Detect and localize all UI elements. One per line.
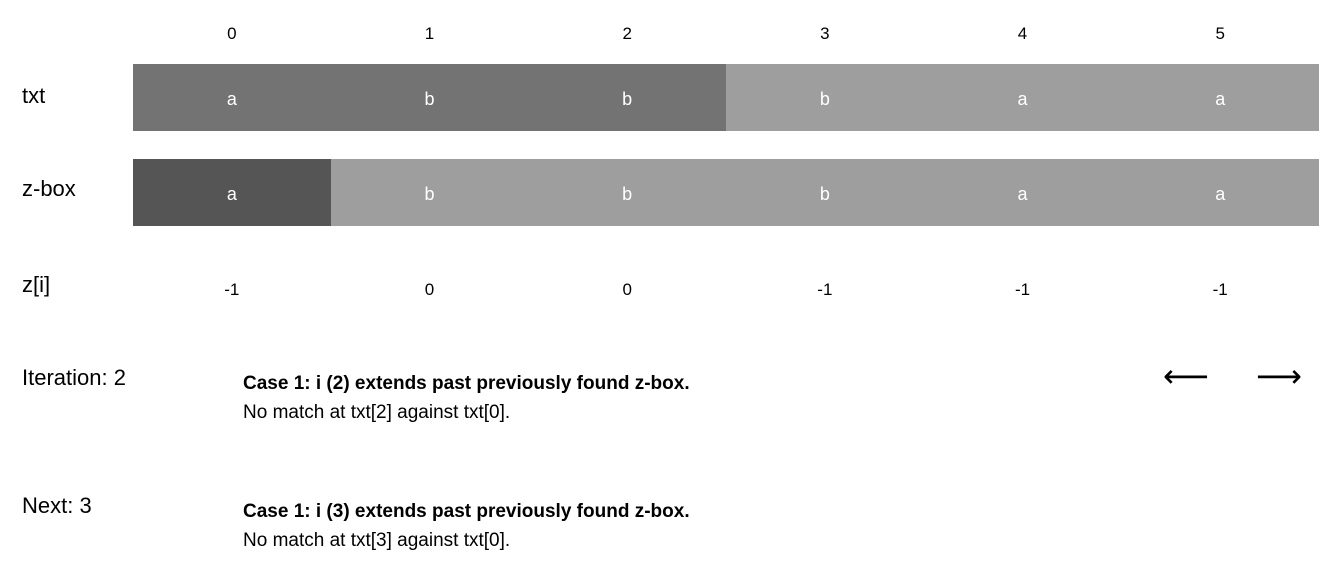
zbox-cell-0: a <box>133 159 331 226</box>
z-value-4: -1 <box>1014 280 1031 299</box>
zbox-cell-5: a <box>1121 159 1320 226</box>
next-case: Case 1: i (3) extends past previously fo… <box>243 500 690 553</box>
index-0: 0 <box>227 24 237 43</box>
z-values-row: -1 0 0 -1 -1 -1 <box>133 279 1319 301</box>
iteration-case-detail: No match at txt[2] against txt[0]. <box>243 402 511 423</box>
index-5: 5 <box>1215 24 1225 43</box>
next-label: Next: 3 <box>22 493 92 518</box>
txt-cell-5: a <box>1121 64 1320 131</box>
txt-label: txt <box>22 83 46 108</box>
z-value-1: 0 <box>424 280 435 299</box>
zbox-label: z-box <box>22 176 76 201</box>
next-case-title: Case 1: i (3) extends past previously fo… <box>243 501 690 522</box>
txt-cell-2: b <box>528 64 727 131</box>
txt-cell-3: b <box>726 64 924 131</box>
index-3: 3 <box>820 24 830 43</box>
txt-cell-0: a <box>133 64 331 131</box>
z-value-3: -1 <box>817 280 833 299</box>
index-1: 1 <box>424 24 435 43</box>
z-value-0: -1 <box>224 280 240 299</box>
iteration-label: Iteration: 2 <box>22 365 126 390</box>
txt-row: a b b b a a <box>133 64 1320 131</box>
iteration-case: Case 1: i (2) extends past previously fo… <box>243 372 690 425</box>
index-2: 2 <box>622 24 632 43</box>
txt-cell-4: a <box>923 64 1122 131</box>
txt-cell-1: b <box>330 64 529 131</box>
zbox-cell-1: b <box>330 159 529 226</box>
zbox-cell-3: b <box>726 159 924 226</box>
next-arrow-icon[interactable]: ⟶ <box>1256 357 1302 395</box>
z-value-5: -1 <box>1212 280 1228 299</box>
zbox-cell-2: b <box>528 159 727 226</box>
prev-arrow-icon[interactable]: ⟵ <box>1163 357 1209 395</box>
zbox-cell-4: a <box>923 159 1122 226</box>
index-4: 4 <box>1017 24 1028 43</box>
iteration-case-title: Case 1: i (2) extends past previously fo… <box>243 373 690 394</box>
zbox-row: a b b b a a <box>133 159 1320 226</box>
index-row: 0 1 2 3 4 5 <box>133 24 1319 44</box>
next-case-detail: No match at txt[3] against txt[0]. <box>243 530 511 551</box>
z-label: z[i] <box>22 272 51 297</box>
z-value-2: 0 <box>622 280 632 299</box>
